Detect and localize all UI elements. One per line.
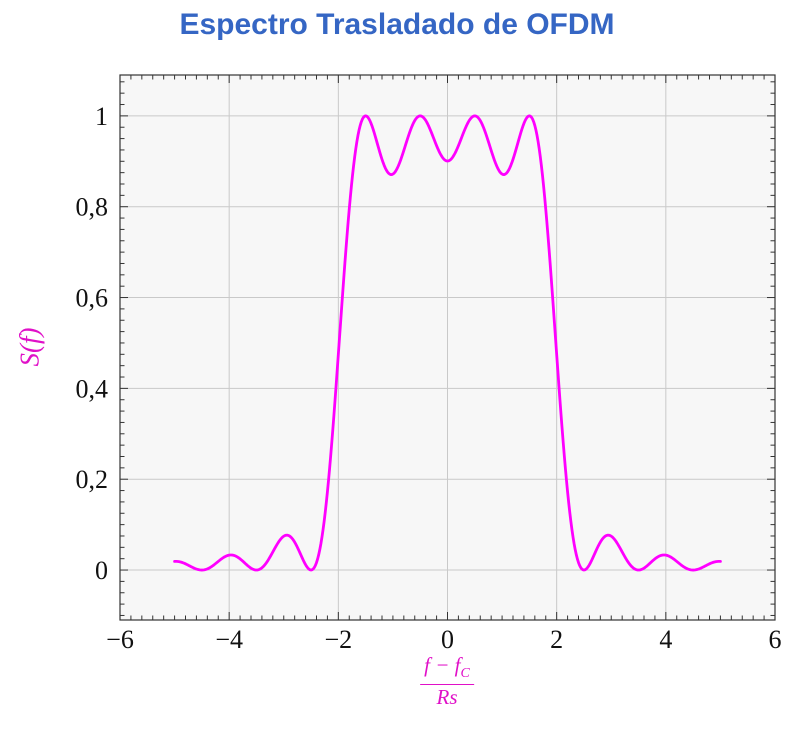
fraction-numerator-main: f − f	[424, 653, 461, 677]
x-tick-label: −6	[106, 625, 134, 654]
x-tick-label: 2	[550, 625, 563, 654]
y-tick-label: 0,4	[76, 374, 109, 403]
y-tick-label: 1	[95, 102, 108, 131]
y-tick-label: 0,6	[76, 284, 109, 313]
fraction-numerator-subscript: C	[460, 666, 470, 682]
y-tick-label: 0,8	[76, 193, 109, 222]
x-tick-label: 6	[769, 625, 782, 654]
x-tick-label: −4	[215, 625, 243, 654]
y-tick-label: 0	[95, 556, 108, 585]
fraction-denominator: Rs	[436, 684, 458, 709]
y-tick-label: 0,2	[76, 465, 109, 494]
x-tick-label: 4	[659, 625, 672, 654]
chart-title: Espectro Trasladado de OFDM	[179, 8, 615, 41]
spectrum-curve	[173, 114, 722, 572]
fraction-numerator: f − fC	[420, 653, 474, 685]
x-axis-label-fraction: f − fC Rs	[420, 653, 474, 709]
x-tick-label: −2	[324, 625, 352, 654]
y-axis-label: S(f)	[14, 327, 45, 367]
x-tick-label: 0	[441, 625, 454, 654]
